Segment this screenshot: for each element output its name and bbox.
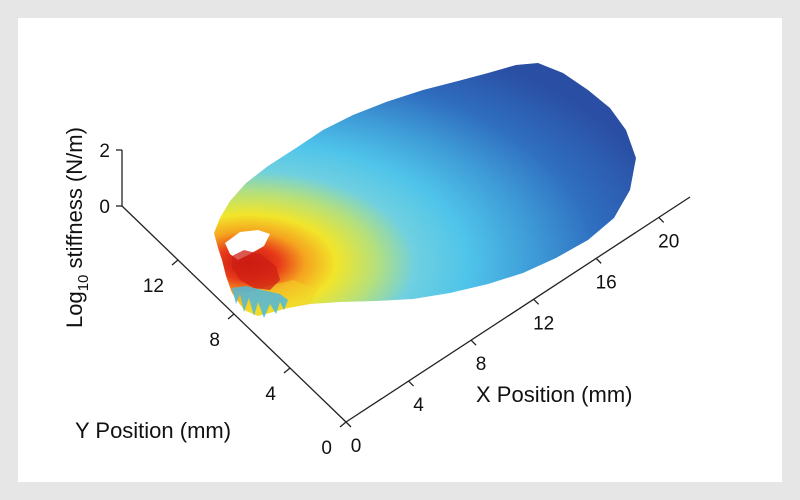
stiffness-surface <box>214 63 636 318</box>
x-tick-mark <box>470 339 477 346</box>
x-tick-mark <box>658 216 665 223</box>
y-tick-label: 4 <box>265 384 276 405</box>
z-axis-label-sub: 10 <box>75 275 92 292</box>
tick-marks <box>116 149 665 428</box>
surface-hole <box>225 230 270 260</box>
x-tick-mark <box>533 298 540 305</box>
x-tick-mark <box>408 380 415 387</box>
x-axis-line <box>345 196 691 423</box>
x-tick-label: 4 <box>413 395 424 416</box>
axes: 0 4 8 12 16 20 0 4 8 12 0 2 <box>99 141 691 459</box>
z-tick-label: 0 <box>99 197 110 218</box>
surface-spikes <box>232 286 288 318</box>
z-axis-label-rest: stiffness (N/m) <box>62 127 87 275</box>
x-tick-label: 12 <box>533 313 554 334</box>
surface-red-core <box>232 250 280 290</box>
y-tick-label: 0 <box>321 438 332 459</box>
y-tick-label: 12 <box>143 276 164 297</box>
surface-plot: 0 4 8 12 16 20 0 4 8 12 0 2 X Position (mm) Y Posit… <box>62 63 691 459</box>
z-tick-label: 2 <box>99 141 110 162</box>
x-tick-mark <box>345 421 352 428</box>
y-tick-mark <box>171 259 179 266</box>
y-axis-label: Y Position (mm) <box>75 418 231 443</box>
x-tick-label: 16 <box>596 272 617 293</box>
y-tick-mark <box>339 421 347 428</box>
z-axis-label: Log10 stiffness (N/m) <box>62 127 92 328</box>
x-tick-mark <box>595 257 602 264</box>
figure-frame: 0 4 8 12 16 20 0 4 8 12 0 2 X Position (mm) Y Posit… <box>18 18 782 482</box>
y-tick-mark <box>283 367 291 374</box>
z-axis-label-main: Log <box>62 291 87 328</box>
x-tick-label: 8 <box>476 354 487 375</box>
y-tick-mark <box>227 313 235 320</box>
x-axis-label: X Position (mm) <box>476 382 632 407</box>
x-tick-label: 0 <box>351 436 362 457</box>
x-tick-label: 20 <box>658 231 679 252</box>
surface-body <box>214 63 636 316</box>
tick-labels: 0 4 8 12 16 20 0 4 8 12 0 2 <box>99 141 679 459</box>
y-tick-label: 8 <box>209 330 220 351</box>
